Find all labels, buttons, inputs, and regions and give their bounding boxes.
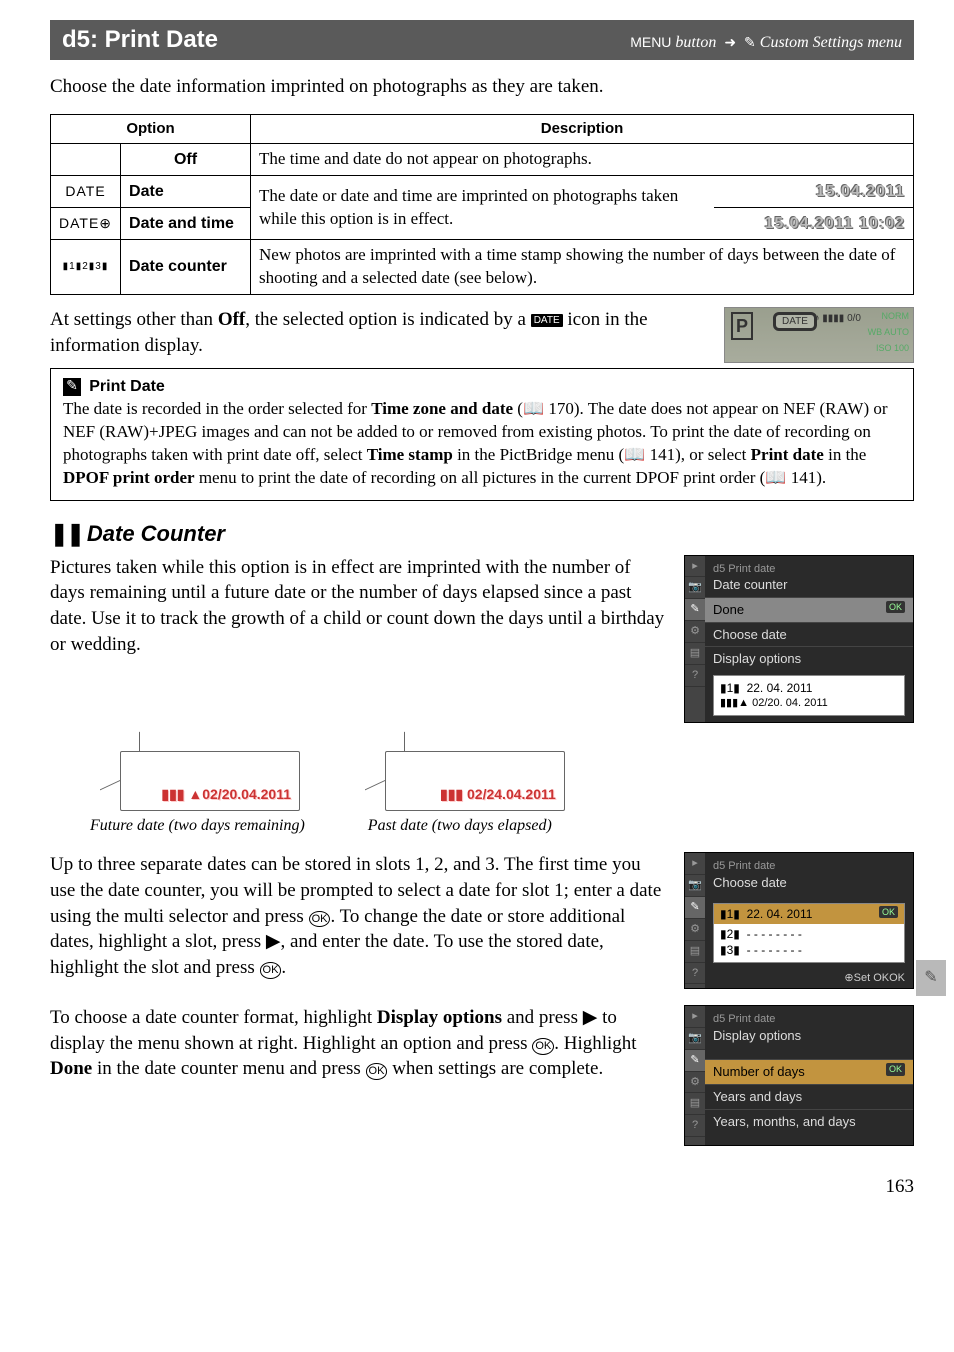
menu-item-done[interactable]: DoneOK [705, 597, 913, 622]
print-date-note: ✎ Print Date The date is recorded in the… [50, 368, 914, 501]
ok-icon: OK [532, 1038, 554, 1055]
page-number: 163 [50, 1174, 914, 1200]
date-icon-cell: DATE [51, 176, 121, 208]
menu-item-choose[interactable]: Choose date [705, 622, 913, 647]
options-table: Option Description Off The time and date… [50, 114, 914, 295]
right-icon: ▶ [266, 929, 281, 955]
pencil-icon: ✎ [924, 967, 937, 989]
opt-off: Off [121, 144, 251, 176]
opt-date: Date [121, 176, 251, 208]
menu-item-number-days[interactable]: Number of daysOK [705, 1059, 913, 1084]
ok-icon: OK [366, 1063, 388, 1080]
table-row: DATE Date The date or date and time are … [51, 176, 914, 208]
section-header: d5: Print Date MENU button ➜ ✎ Custom Se… [50, 20, 914, 60]
past-example: ▮▮▮ 02/24.04.2011 Past date (two days el… [355, 741, 565, 837]
menu-item-ymd[interactable]: Years, months, and days [705, 1109, 913, 1134]
opt-counter: Date counter [121, 240, 251, 295]
note-title: Print Date [89, 378, 165, 395]
stamp-datetime: 15.04.2011 10:02 [764, 213, 905, 235]
desc-off: The time and date do not appear on photo… [251, 144, 914, 176]
th-description: Description [251, 115, 914, 144]
intro-text: Choose the date information imprinted on… [50, 74, 914, 100]
stamp-date: 15.04.2011 [816, 181, 905, 203]
desc-date: The date or date and time are imprinted … [251, 176, 714, 240]
menu-item-years-days[interactable]: Years and days [705, 1084, 913, 1109]
pencil-icon: ✎ [63, 378, 81, 396]
opt-datetime: Date and time [121, 208, 251, 240]
date-inline-icon: DATE [531, 314, 563, 328]
section-subtitle: MENU button ➜ ✎ Custom Settings menu [630, 32, 902, 54]
menu-choose-date: ▸📷✎⚙▤? d5 Print dateChoose date ▮1▮ 22. … [684, 852, 914, 989]
table-row: ▮1▮2▮3▮ Date counter New photos are impr… [51, 240, 914, 295]
side-tab: ✎ [916, 960, 946, 996]
desc-counter: New photos are imprinted with a time sta… [251, 240, 914, 295]
info-display-thumb: P DATE ♪ ▮▮▮▮ 0/0 NORM WB AUTO ISO 100 [724, 307, 914, 363]
date-counter-examples: ▮▮▮ ▲02/20.04.2011 Future date (two days… [90, 741, 914, 837]
right-icon: ▶ [583, 1005, 598, 1031]
th-option: Option [51, 115, 251, 144]
table-row: Off The time and date do not appear on p… [51, 144, 914, 176]
date-counter-heading: ❚❚Date Counter [50, 519, 914, 549]
ok-icon: OK [260, 962, 282, 979]
menu-display-options: ▸📷✎⚙▤? d5 Print dateDisplay options Numb… [684, 1005, 914, 1146]
menu-item-display[interactable]: Display options [705, 646, 913, 671]
datetime-icon-cell: DATE⊕ [51, 208, 121, 240]
counter-icon-cell: ▮1▮2▮3▮ [51, 240, 121, 295]
future-example: ▮▮▮ ▲02/20.04.2011 Future date (two days… [90, 741, 305, 837]
menu-date-counter: ▸📷✎⚙▤? d5 Print dateDate counter DoneOK … [684, 555, 914, 723]
section-title: d5: Print Date [62, 24, 218, 56]
ok-icon: OK [309, 911, 331, 928]
